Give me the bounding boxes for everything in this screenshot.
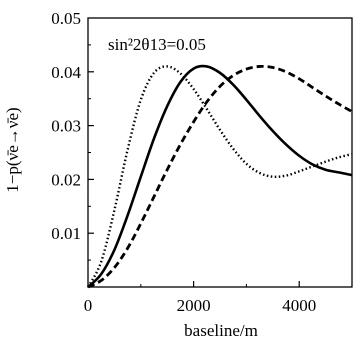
series-line-solid <box>87 64 353 288</box>
chart-annotation: sin²2θ13=0.05 <box>108 35 206 54</box>
y-tick-label: 0.03 <box>51 117 81 136</box>
ticks-group: 0 2000 4000 0.01 0.02 0.03 0.04 0.05 <box>51 9 316 315</box>
x-tick-label: 4000 <box>282 296 316 315</box>
x-axis-title: baseline/m <box>184 321 258 340</box>
y-axis-title: 1−p(ν̄e→ν̄e) <box>3 107 22 192</box>
x-tick-label: 2000 <box>177 296 211 315</box>
series-line-dashed <box>87 64 353 289</box>
y-tick-label: 0.04 <box>51 63 81 82</box>
y-tick-label: 0.01 <box>51 224 81 243</box>
series-line-dotted <box>86 65 353 288</box>
y-tick-label: 0.05 <box>51 9 81 28</box>
y-tick-label: 0.02 <box>51 170 81 189</box>
series-group <box>86 64 353 289</box>
x-tick-label: 0 <box>84 296 93 315</box>
